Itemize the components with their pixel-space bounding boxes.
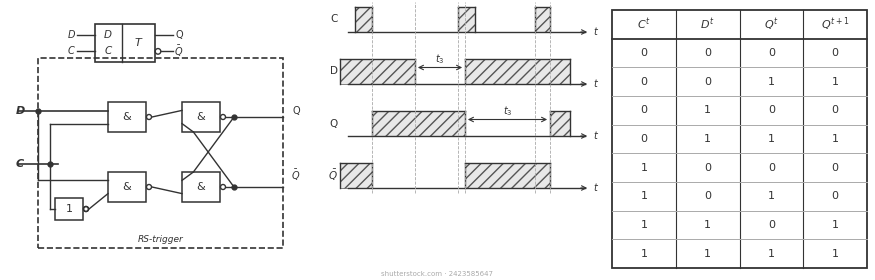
Bar (372, 111, 465, 136)
Text: shutterstock.com · 2423585647: shutterstock.com · 2423585647 (381, 271, 493, 277)
Bar (465, 163, 550, 188)
Bar (550, 111, 570, 136)
Text: t: t (593, 183, 597, 193)
Text: 1: 1 (704, 220, 711, 230)
Text: 1: 1 (640, 163, 648, 173)
Text: 0: 0 (831, 191, 838, 201)
Text: 0: 0 (768, 220, 775, 230)
Bar (535, 7, 550, 32)
Text: 1: 1 (640, 249, 648, 259)
Text: &: & (197, 112, 206, 122)
Text: 1: 1 (831, 77, 838, 87)
Text: t: t (593, 79, 597, 89)
Text: $\bar{Q}$: $\bar{Q}$ (174, 44, 184, 59)
Text: 1: 1 (704, 105, 711, 115)
Text: C: C (331, 15, 338, 25)
Text: &: & (123, 112, 131, 122)
Text: 1: 1 (704, 134, 711, 144)
Bar (340, 59, 415, 84)
Text: &: & (197, 182, 206, 192)
Text: 1: 1 (66, 204, 73, 214)
Text: 0: 0 (831, 48, 838, 58)
Text: $t_3$: $t_3$ (435, 53, 444, 66)
Text: 1: 1 (640, 191, 648, 201)
Text: Q: Q (175, 30, 183, 40)
Text: D: D (16, 106, 24, 116)
Text: D: D (330, 67, 338, 76)
Text: 0: 0 (831, 163, 838, 173)
Text: D: D (67, 30, 74, 40)
Text: 1: 1 (831, 220, 838, 230)
Text: 0: 0 (704, 191, 711, 201)
Text: 0: 0 (831, 105, 838, 115)
Text: D: D (104, 30, 112, 40)
Bar (38, 58, 283, 248)
Bar (108, 172, 146, 202)
Text: $C^t$: $C^t$ (637, 17, 651, 32)
Text: 0: 0 (704, 77, 711, 87)
Bar (182, 102, 220, 132)
Text: 1: 1 (768, 249, 775, 259)
Bar (55, 198, 83, 220)
Text: 1: 1 (831, 249, 838, 259)
Bar (182, 172, 220, 202)
Text: 0: 0 (640, 77, 648, 87)
Text: 1: 1 (640, 220, 648, 230)
Text: 0: 0 (704, 48, 711, 58)
Text: C: C (105, 46, 112, 56)
Bar (465, 59, 570, 84)
Text: t: t (593, 27, 597, 37)
Text: 0: 0 (768, 163, 775, 173)
Text: $D^t$: $D^t$ (700, 17, 715, 32)
Text: $Q^{t+1}$: $Q^{t+1}$ (821, 15, 850, 33)
Text: &: & (123, 182, 131, 192)
Bar (612, 10, 867, 268)
Text: $\bar{Q}$: $\bar{Q}$ (291, 168, 301, 183)
Bar (355, 7, 372, 32)
Text: Q: Q (330, 118, 338, 129)
Text: C: C (67, 46, 74, 56)
Text: Q: Q (292, 106, 300, 116)
Bar (108, 102, 146, 132)
Text: 1: 1 (768, 191, 775, 201)
Text: $\bar{Q}$: $\bar{Q}$ (328, 168, 338, 183)
Text: 0: 0 (704, 163, 711, 173)
Text: 1: 1 (768, 134, 775, 144)
Text: 1: 1 (831, 134, 838, 144)
Text: 0: 0 (768, 48, 775, 58)
Text: 0: 0 (768, 105, 775, 115)
Bar (458, 7, 475, 32)
Text: $t_3$: $t_3$ (503, 105, 512, 118)
Text: $Q^t$: $Q^t$ (764, 16, 779, 33)
Text: 0: 0 (640, 48, 648, 58)
Text: 1: 1 (704, 249, 711, 259)
Bar (340, 163, 372, 188)
Text: T: T (135, 38, 142, 48)
Text: C: C (16, 159, 24, 169)
Text: 0: 0 (640, 105, 648, 115)
Text: 1: 1 (768, 77, 775, 87)
Text: t: t (593, 131, 597, 141)
Bar (95, 24, 155, 62)
Text: 0: 0 (640, 134, 648, 144)
Text: RS-trigger: RS-trigger (137, 235, 184, 244)
